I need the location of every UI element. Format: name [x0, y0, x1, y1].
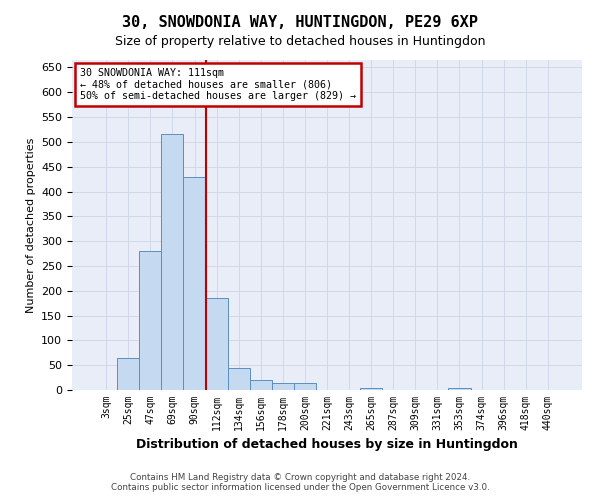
Bar	[250, 380, 272, 390]
Bar	[139, 251, 161, 390]
Bar	[184, 176, 206, 390]
Text: 30 SNOWDONIA WAY: 111sqm
← 48% of detached houses are smaller (806)
50% of semi-: 30 SNOWDONIA WAY: 111sqm ← 48% of detach…	[80, 68, 356, 102]
Text: 30, SNOWDONIA WAY, HUNTINGDON, PE29 6XP: 30, SNOWDONIA WAY, HUNTINGDON, PE29 6XP	[122, 15, 478, 30]
Bar	[272, 382, 294, 390]
Bar	[161, 134, 184, 390]
Y-axis label: Number of detached properties: Number of detached properties	[26, 138, 35, 312]
X-axis label: Distribution of detached houses by size in Huntingdon: Distribution of detached houses by size …	[136, 438, 518, 452]
Bar	[360, 388, 382, 390]
Text: Size of property relative to detached houses in Huntingdon: Size of property relative to detached ho…	[115, 35, 485, 48]
Bar	[448, 388, 470, 390]
Bar	[117, 358, 139, 390]
Bar	[206, 298, 227, 390]
Text: Contains HM Land Registry data © Crown copyright and database right 2024.
Contai: Contains HM Land Registry data © Crown c…	[110, 473, 490, 492]
Bar	[294, 382, 316, 390]
Bar	[227, 368, 250, 390]
